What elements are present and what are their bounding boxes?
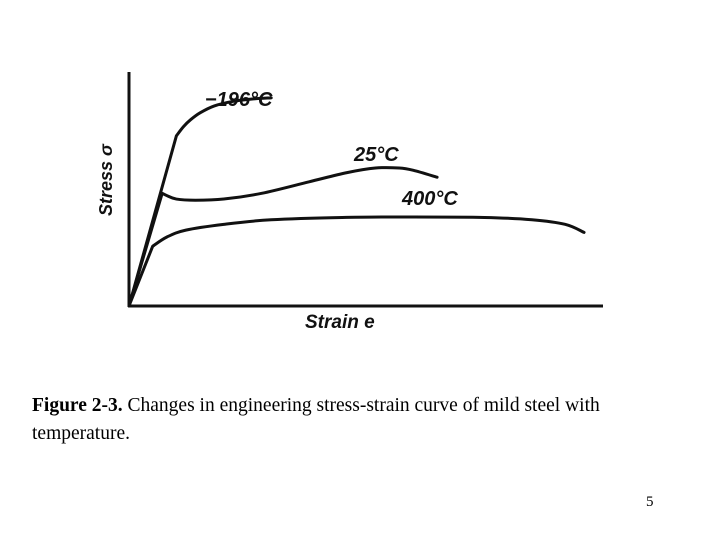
chart-series <box>127 96 586 308</box>
y-axis-label: Stress σ <box>96 143 116 216</box>
series-line-2 <box>127 215 586 308</box>
x-axis-label: Strain e <box>305 312 375 333</box>
caption-text: Changes in engineering stress-strain cur… <box>32 395 600 444</box>
series-line-0 <box>127 96 273 308</box>
series-label-2: 400°C <box>401 188 458 210</box>
page-number: 5 <box>646 494 654 510</box>
figure-number: Figure 2-3. <box>32 395 123 416</box>
chart-axes <box>127 72 603 308</box>
figure-caption: Figure 2-3. Changes in engineering stres… <box>32 392 702 448</box>
series-line-1 <box>127 166 439 308</box>
series-label-1: 25°C <box>353 144 399 166</box>
series-label-0: −196°C <box>205 89 273 111</box>
